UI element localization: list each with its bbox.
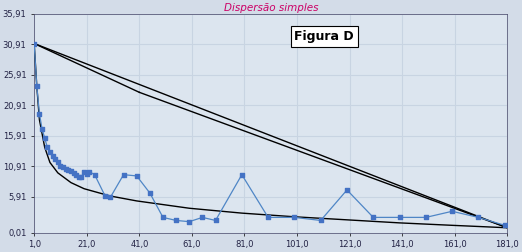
Point: [32, 84, 41, 88]
Point: [198, 215, 207, 219]
Point: [62, 167, 70, 171]
Point: [106, 195, 114, 199]
Point: [56, 164, 65, 168]
Point: [146, 191, 154, 195]
Point: [54, 161, 62, 165]
Point: [133, 174, 141, 178]
Point: [238, 173, 246, 177]
Point: [75, 174, 83, 178]
Point: [59, 165, 67, 169]
Point: [77, 175, 86, 179]
Point: [159, 215, 167, 219]
Point: [474, 215, 483, 219]
Point: [343, 188, 351, 192]
Point: [211, 218, 220, 223]
Point: [395, 215, 404, 219]
Point: [72, 173, 80, 177]
Point: [185, 220, 194, 224]
Point: [290, 215, 299, 219]
Point: [38, 127, 46, 131]
Title: Dispersão simples: Dispersão simples: [223, 3, 318, 13]
Point: [369, 215, 377, 219]
Point: [49, 154, 57, 159]
Point: [80, 170, 88, 174]
Point: [422, 215, 430, 219]
Point: [264, 215, 272, 219]
Point: [82, 172, 91, 176]
Point: [85, 170, 93, 174]
Point: [51, 158, 60, 162]
Text: Figura D: Figura D: [294, 30, 354, 43]
Point: [90, 173, 99, 177]
Point: [46, 150, 54, 154]
Point: [69, 171, 78, 175]
Point: [67, 169, 75, 173]
Point: [172, 218, 180, 223]
Point: [43, 145, 52, 149]
Point: [120, 173, 128, 177]
Point: [41, 136, 49, 140]
Point: [448, 209, 456, 213]
Point: [64, 168, 73, 172]
Point: [30, 42, 38, 46]
Point: [501, 223, 509, 227]
Point: [101, 194, 109, 198]
Point: [35, 112, 44, 116]
Point: [316, 218, 325, 223]
